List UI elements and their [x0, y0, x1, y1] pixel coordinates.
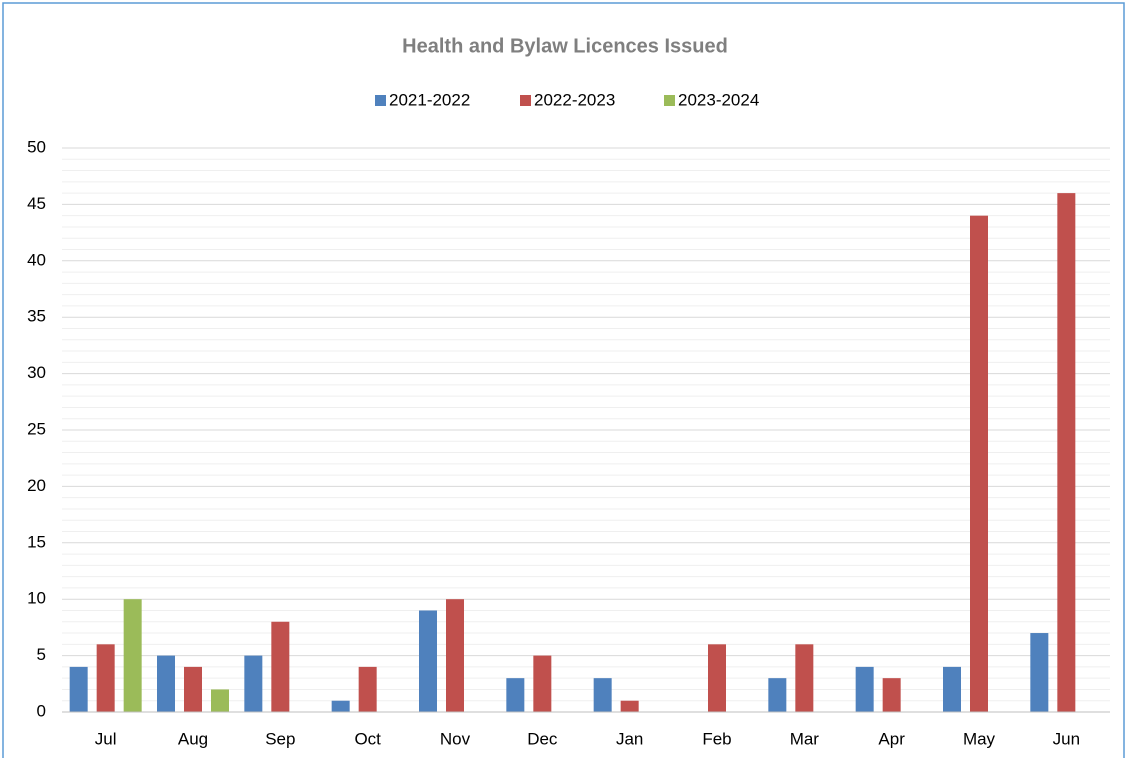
bar	[943, 666, 961, 712]
x-tick-label: Mar	[790, 729, 820, 748]
x-tick-label: Feb	[702, 729, 731, 748]
bar	[1057, 193, 1076, 712]
x-tick-label: Apr	[878, 729, 905, 748]
bar	[157, 655, 175, 712]
bar	[123, 599, 142, 712]
bar	[244, 655, 263, 712]
bar	[358, 666, 377, 712]
y-tick-label: 45	[27, 194, 46, 213]
bar	[1030, 633, 1049, 712]
y-tick-label: 20	[27, 476, 46, 495]
bar	[446, 599, 464, 712]
y-tick-label: 0	[37, 701, 46, 720]
x-tick-label: Nov	[440, 729, 471, 748]
bar	[970, 215, 988, 712]
bar	[506, 678, 525, 712]
legend-label: 2023-2024	[678, 90, 759, 109]
legend-label: 2022-2023	[534, 90, 615, 109]
x-tick-label: Dec	[527, 729, 558, 748]
bar	[184, 666, 202, 712]
x-tick-label: Aug	[178, 729, 208, 748]
legend-label: 2021-2022	[389, 90, 470, 109]
x-tick-label: Jul	[95, 729, 117, 748]
bar	[708, 644, 726, 712]
bar	[331, 700, 350, 712]
bar	[855, 666, 874, 712]
bar	[211, 689, 229, 712]
bar	[96, 644, 115, 712]
x-tick-label: Oct	[354, 729, 381, 748]
y-tick-label: 40	[27, 250, 46, 269]
bar	[620, 700, 639, 712]
y-tick-label: 5	[37, 645, 46, 664]
y-tick-label: 10	[27, 589, 46, 608]
y-tick-label: 15	[27, 532, 46, 551]
x-tick-label: Jan	[616, 729, 643, 748]
bar	[69, 666, 88, 712]
y-tick-label: 50	[27, 137, 46, 156]
legend-swatch	[520, 95, 531, 106]
bar	[271, 621, 290, 712]
bar	[795, 644, 814, 712]
bar	[593, 678, 612, 712]
bar	[533, 655, 552, 712]
x-tick-label: May	[963, 729, 996, 748]
y-tick-label: 35	[27, 307, 46, 326]
x-tick-label: Jun	[1053, 729, 1080, 748]
x-tick-label: Sep	[265, 729, 295, 748]
bar	[419, 610, 437, 712]
y-tick-label: 30	[27, 363, 46, 382]
chart-title: Health and Bylaw Licences Issued	[402, 35, 728, 57]
bar	[882, 678, 901, 712]
y-tick-label: 25	[27, 419, 46, 438]
legend-swatch	[375, 95, 386, 106]
legend-swatch	[664, 95, 675, 106]
bar	[768, 678, 787, 712]
